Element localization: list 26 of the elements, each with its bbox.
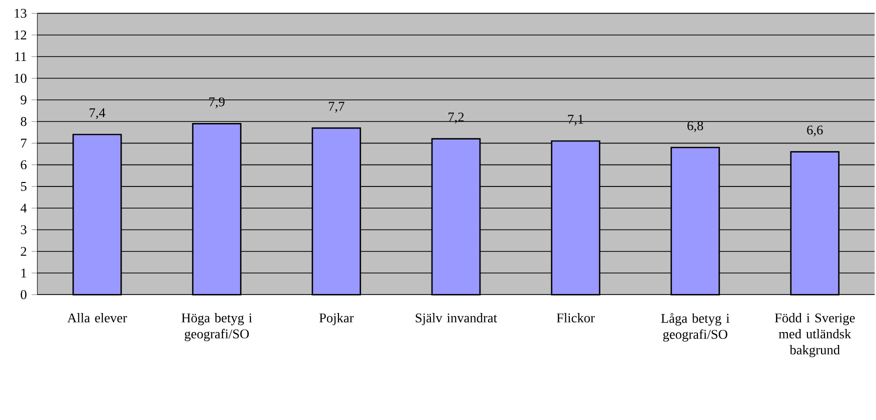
y-tick-label: 3 [20,225,26,234]
x-tick-label: Själv invandrat [416,313,498,326]
y-tick-label: 6 [20,160,27,170]
y-tick-label: 5 [21,182,26,191]
y-tick-label: 12 [14,30,26,40]
y-tick-label: 10 [14,74,26,83]
y-tick-label: 11 [15,52,26,62]
data-label: 7,4 [90,108,106,120]
y-tick-label: 13 [14,8,26,18]
y-tick-label: 2 [20,246,26,256]
x-tick-label: Höga betyg i geografi/SO [182,313,252,342]
data-label: 7,2 [448,112,464,124]
y-tick-label: 1 [21,268,26,278]
y-tick-label: 0 [20,290,26,300]
y-tick-label: 9 [20,95,26,104]
x-tick-label: Född i Sverige med utländsk bakgrund [774,313,855,358]
x-tick-label: Låga betyg i geografi/SO [661,313,730,342]
data-label: 7,7 [328,102,344,113]
y-tick-label: 7 [21,138,27,148]
x-tick-label: Flickor [556,313,595,322]
x-tick-label: Pojkar [319,313,354,326]
x-tick-label: Alla elever [67,313,128,322]
data-label: 6,6 [807,126,823,136]
y-tick-label: 4 [20,204,27,212]
y-tick-label: 8 [20,117,26,126]
data-label: 6,8 [687,121,704,132]
